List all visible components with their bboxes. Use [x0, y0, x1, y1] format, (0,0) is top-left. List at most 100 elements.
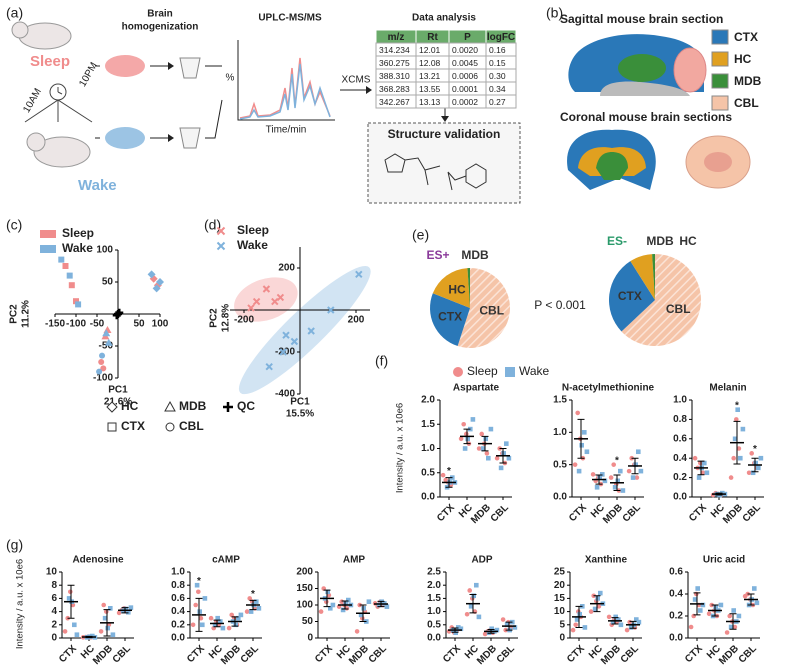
x-tick-label: CBL	[111, 643, 133, 665]
y-tick-label: 100	[296, 600, 313, 611]
data-point	[247, 596, 252, 601]
y-tick-label: 0	[307, 633, 313, 644]
data-point	[613, 614, 618, 620]
significance: *	[251, 589, 255, 600]
x-tick-label: CBL	[619, 643, 641, 665]
data-point	[101, 602, 106, 608]
data-point	[98, 629, 104, 634]
data-point	[108, 606, 113, 611]
data-point	[147, 270, 156, 279]
data-point	[471, 593, 476, 599]
data-point	[702, 460, 707, 466]
data-point	[443, 477, 449, 483]
data-point	[570, 627, 576, 633]
data-point	[73, 298, 79, 305]
table-value: 13.13	[419, 97, 441, 107]
error-bar	[613, 474, 621, 492]
data-point	[96, 368, 103, 375]
y-tick-label: 6	[51, 593, 57, 604]
y-tick-label: 0.2	[171, 619, 185, 630]
error-bar	[487, 629, 495, 634]
y-tick-label: 1.0	[421, 443, 435, 454]
x-tick-label: CTX	[435, 502, 457, 524]
error-bar	[103, 609, 111, 637]
table-value: 0.0045	[452, 58, 478, 68]
x-tick-label: CBL	[741, 502, 763, 524]
data-point	[236, 615, 241, 621]
data-point	[688, 624, 694, 630]
x-tick-label: CTX	[687, 502, 709, 524]
y-tick-label: -100	[93, 373, 113, 384]
y-tick-label: 0.0	[427, 633, 441, 644]
legend-swatch	[711, 95, 729, 111]
data-point	[704, 470, 710, 476]
error-bar	[121, 607, 129, 614]
data-point	[252, 297, 261, 306]
data-point	[696, 475, 702, 480]
chromatogram-wake	[239, 63, 331, 120]
table-header: logFC	[487, 32, 515, 43]
pie-slice	[609, 261, 655, 332]
y-axis-label: Intensity / a.u. x 10e6	[395, 403, 406, 493]
data-point	[197, 609, 202, 614]
y-tick-label: 0.6	[673, 433, 687, 444]
data-point	[596, 604, 602, 609]
data-point	[600, 472, 605, 477]
pie-slice	[467, 268, 470, 308]
data-point	[68, 589, 73, 595]
y-tick-label: 8	[51, 580, 57, 591]
x-axis-label: 21.6%	[104, 397, 132, 408]
x-tick-label: CTX	[313, 643, 335, 665]
error-bar	[231, 616, 239, 627]
y-tick-label: 100	[96, 245, 113, 256]
legend-label: HC	[734, 52, 752, 66]
slice-label: CBL	[666, 302, 691, 316]
mdb-region	[596, 152, 628, 180]
data-point	[597, 475, 602, 480]
panel-label: (f)	[375, 353, 388, 369]
legend-label: CBL	[179, 419, 204, 433]
y-axis-label: Intensity / a.u. x 10e6	[15, 559, 26, 649]
data-point	[346, 597, 351, 603]
data-point	[728, 475, 734, 480]
table-value: 368.283	[379, 84, 410, 94]
x-tick-label: MDB	[469, 502, 493, 526]
y-axis-label: PC2	[9, 304, 20, 324]
error-bar	[575, 605, 583, 628]
data-point	[758, 455, 764, 461]
chart-title: ADP	[471, 555, 492, 566]
x-tick-label: CBL	[495, 643, 517, 665]
data-point	[468, 604, 474, 609]
data-point	[75, 301, 82, 308]
data-point	[325, 589, 330, 595]
legend-label: CTX	[121, 419, 145, 433]
legend-label: CTX	[734, 30, 758, 44]
y-tick-label: 0.0	[669, 633, 683, 644]
pie-title: ES+	[426, 248, 449, 262]
y-tick-label: 1.5	[553, 395, 567, 406]
data-point	[750, 470, 756, 476]
data-point	[194, 582, 200, 588]
table-value: 13.55	[419, 84, 441, 94]
error-bar	[611, 617, 619, 625]
y-axis-label: 11.2%	[21, 300, 32, 328]
data-point	[126, 609, 131, 615]
data-point	[753, 460, 758, 466]
legend-marker	[453, 367, 463, 377]
y-tick-label: 2	[51, 619, 57, 630]
data-point	[318, 609, 324, 614]
data-point	[462, 446, 468, 451]
x-tick-label: CTX	[565, 643, 587, 665]
data-point	[68, 282, 75, 289]
wake-label: Wake	[78, 177, 117, 194]
x-tick-label: 100	[152, 319, 169, 330]
error-bar	[451, 627, 459, 633]
table-header: P	[464, 32, 471, 43]
y-tick-label: 0.0	[673, 492, 687, 503]
y-tick-label: 0.5	[553, 459, 567, 470]
data-point	[290, 337, 299, 346]
mouse-head	[11, 21, 29, 39]
data-point	[358, 612, 364, 618]
table-value: 0.15	[489, 58, 506, 68]
